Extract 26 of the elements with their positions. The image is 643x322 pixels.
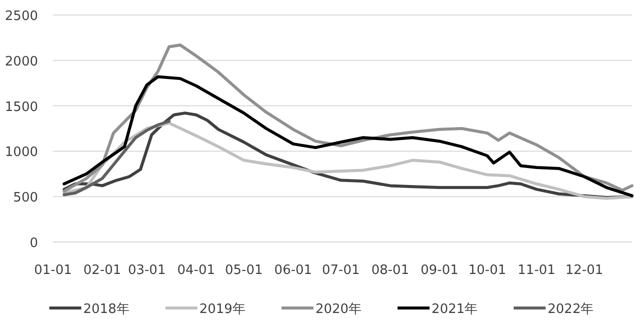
legend-label: 2018年 (83, 302, 130, 317)
legend-label: 2020年 (315, 302, 362, 317)
legend-label: 2022年 (548, 302, 594, 317)
line-series (62, 120, 171, 196)
x-tick-label: 12-01 (565, 263, 604, 278)
x-tick-label: 01-01 (34, 263, 72, 278)
x-tick-label: 11-01 (518, 263, 556, 278)
y-tick-label: 500 (13, 190, 38, 206)
y-tick-label: 2000 (4, 54, 38, 70)
x-tick-label: 05-01 (224, 263, 263, 278)
x-tick-label: 09-01 (420, 263, 458, 278)
y-tick-label: 2500 (4, 9, 38, 24)
y-tick-label: 1000 (4, 145, 38, 160)
x-tick-label: 06-01 (274, 263, 312, 278)
line-series (62, 75, 634, 198)
y-tick-label: 0 (30, 236, 38, 251)
x-tick-label: 04-01 (177, 263, 216, 278)
line-series (62, 43, 634, 193)
x-tick-label: 02-01 (83, 263, 122, 278)
x-tick-label: 08-01 (371, 263, 410, 278)
x-tick-label: 03-01 (128, 263, 166, 278)
x-tick-label: 07-01 (322, 263, 360, 278)
x-tick-label: 10-01 (468, 263, 506, 278)
legend-label: 2019年 (199, 302, 246, 317)
y-tick-label: 1500 (4, 100, 38, 115)
legend-label: 2021年 (432, 302, 478, 317)
